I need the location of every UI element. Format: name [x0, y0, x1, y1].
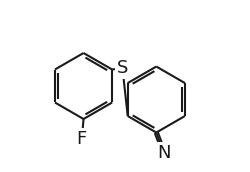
Text: N: N — [157, 144, 171, 162]
Text: F: F — [77, 130, 87, 148]
Text: S: S — [117, 59, 128, 77]
